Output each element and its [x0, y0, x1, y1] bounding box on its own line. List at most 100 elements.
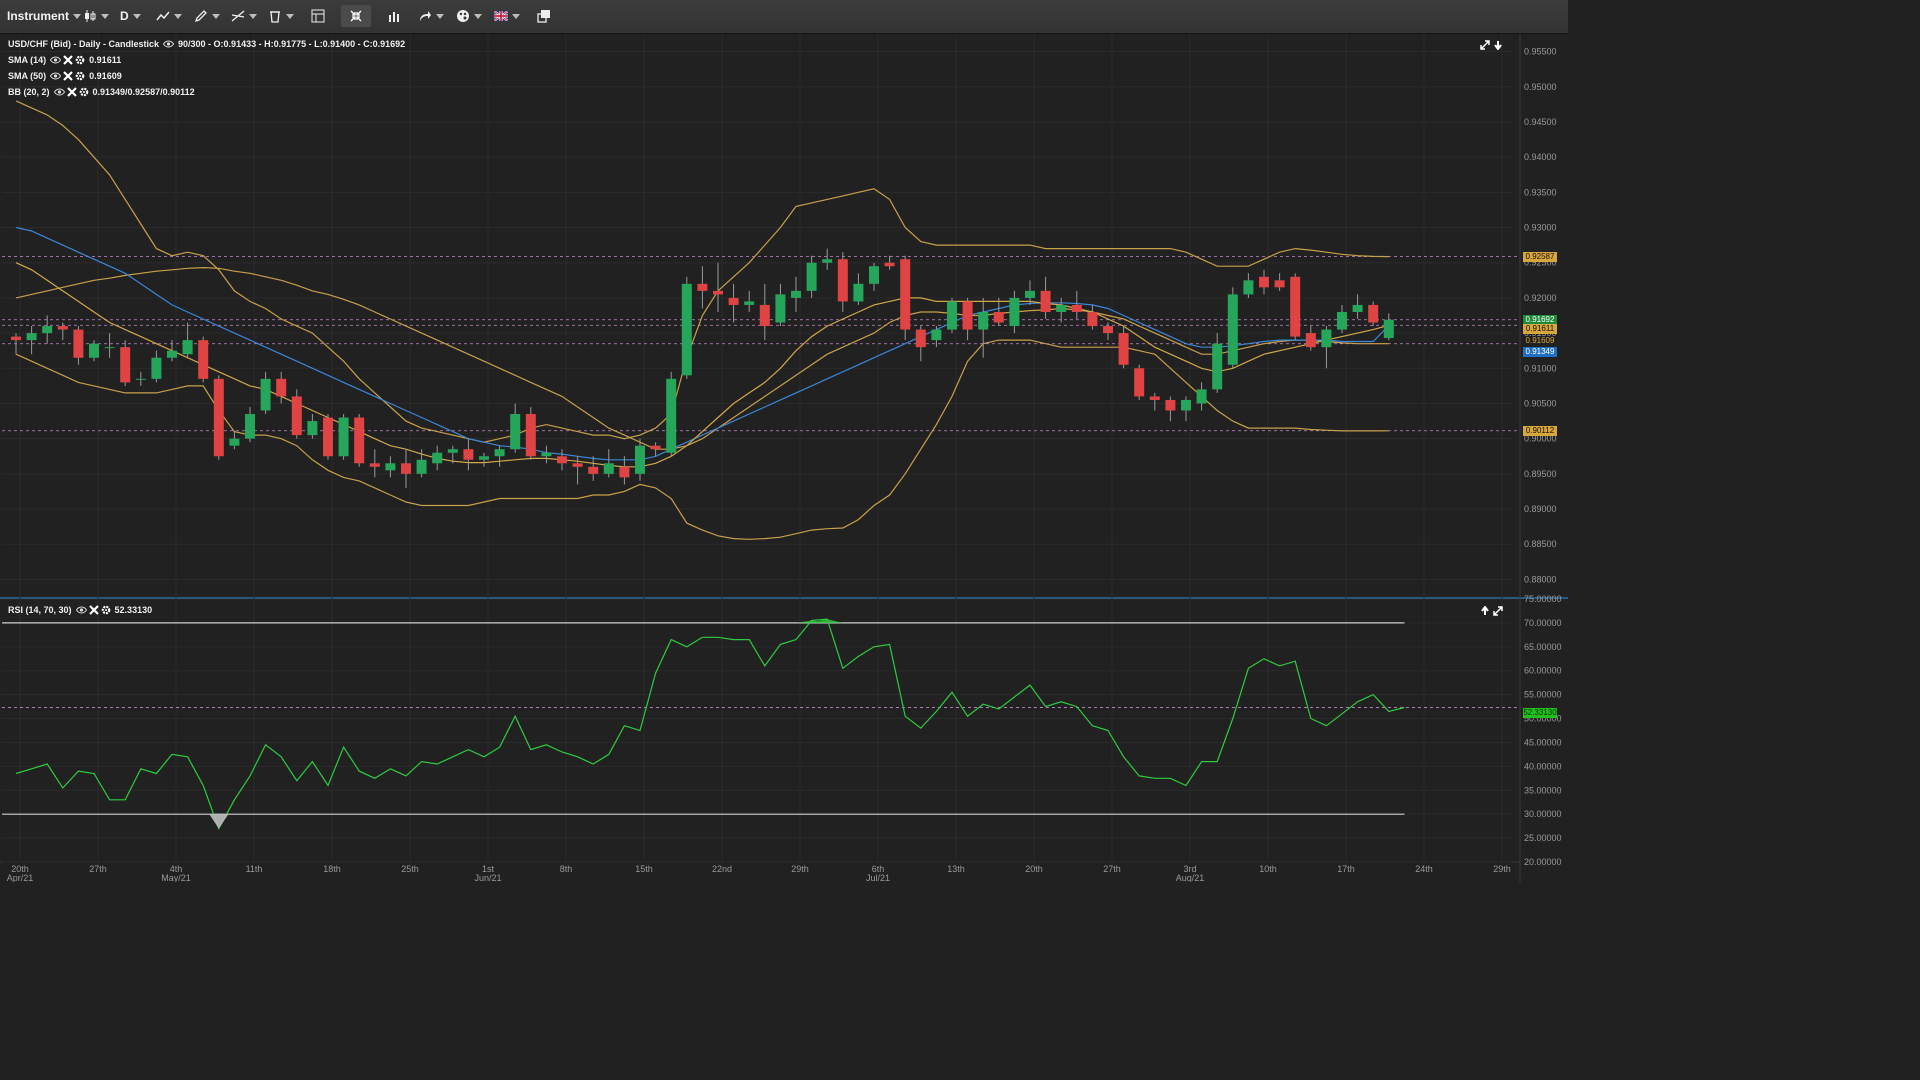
candle-body: [837, 259, 848, 302]
candle-body: [276, 378, 287, 397]
candle-body: [1181, 399, 1191, 411]
candle-body: [26, 333, 37, 341]
delete-tools-dropdown[interactable]: [268, 5, 294, 27]
collapse-arrows-icon: [350, 10, 362, 22]
rsi-legend-title: RSI (14, 70, 30): [8, 605, 72, 615]
candle-body: [11, 336, 21, 341]
month-tick-label: Apr/21: [7, 873, 34, 882]
eye-icon[interactable]: [50, 72, 62, 80]
date-tick-label: 6th: [872, 864, 885, 874]
price-tick-label: 0.94500: [1524, 117, 1557, 127]
candle-body: [1259, 276, 1269, 288]
gear-icon[interactable]: [75, 55, 85, 65]
detach-window-icon: [537, 10, 550, 23]
sma50-line: [15, 226, 1390, 461]
price-tick-label: 0.89000: [1524, 504, 1557, 514]
share-arrow-icon: [420, 11, 431, 21]
candle-body: [1118, 333, 1129, 365]
eye-icon[interactable]: [50, 56, 62, 64]
fit-chart-button[interactable]: [341, 5, 371, 27]
chevron-down-icon: [101, 13, 109, 19]
eye-icon[interactable]: [53, 88, 65, 96]
bb-middle-price-tag: 0.91349: [1523, 347, 1557, 357]
close-icon[interactable]: [88, 605, 99, 615]
candle-body: [1368, 304, 1379, 323]
sma14-legend-value: 0.91611: [89, 55, 122, 65]
candle-body: [1305, 333, 1316, 348]
candle-body: [915, 329, 926, 348]
candle-body: [479, 456, 489, 460]
candle-body: [525, 414, 536, 457]
close-icon[interactable]: [63, 71, 73, 81]
gear-icon[interactable]: [101, 605, 111, 615]
candle-body: [681, 283, 692, 376]
candle-body: [229, 438, 240, 446]
close-icon[interactable]: [66, 87, 77, 97]
indicators-dropdown[interactable]: [156, 5, 182, 27]
rsi-tick-label: 55.00000: [1524, 690, 1562, 700]
grid-lines: [0, 34, 1568, 882]
candle-body: [151, 357, 162, 379]
bb-legend-value: 0.91349/0.92587/0.90112: [92, 87, 195, 97]
eye-icon[interactable]: [163, 40, 175, 48]
candle-body: [416, 459, 427, 474]
share-dropdown[interactable]: [418, 5, 444, 27]
gear-icon[interactable]: [79, 87, 89, 97]
theme-dropdown[interactable]: [456, 5, 482, 27]
instrument-label: Instrument: [7, 9, 70, 23]
detach-window-button[interactable]: [537, 5, 551, 27]
candle-body: [759, 304, 770, 327]
trendline-icon: [231, 10, 245, 22]
chart-type-dropdown[interactable]: [83, 5, 109, 27]
candle-body: [198, 340, 209, 379]
candle-body: [603, 463, 614, 474]
move-pane-down-icon[interactable]: [1493, 40, 1503, 50]
candle-body: [1352, 304, 1363, 312]
instrument-dropdown[interactable]: Instrument: [7, 5, 82, 27]
language-dropdown[interactable]: [494, 5, 520, 27]
candle-body: [572, 463, 583, 467]
layout-icon: [311, 9, 325, 23]
candle-body: [1040, 290, 1051, 312]
rsi-series: [15, 618, 1405, 830]
volume-button[interactable]: [387, 5, 401, 27]
candle-body: [401, 463, 411, 474]
candle-body: [557, 456, 567, 464]
close-icon[interactable]: [63, 55, 73, 65]
price-tick-label: 0.94000: [1524, 152, 1557, 162]
trendline-tools-dropdown[interactable]: [231, 5, 257, 27]
uk-flag-icon: [494, 11, 508, 21]
date-tick-label: 8th: [560, 864, 573, 874]
candle-body: [947, 301, 957, 330]
rsi-tick-label: 20.00000: [1524, 857, 1562, 867]
maximize-pane-icon[interactable]: [1480, 40, 1490, 50]
gear-icon[interactable]: [75, 71, 85, 81]
price-tick-label: 0.89500: [1524, 469, 1557, 479]
bb-upper-price-tag: 0.92587: [1523, 251, 1557, 262]
close-price-tag: 0.91692: [1523, 314, 1557, 325]
candle-body: [354, 417, 365, 464]
candle-body: [541, 452, 552, 457]
date-tick-label: 20th: [1025, 864, 1043, 874]
layout-button[interactable]: [311, 5, 325, 27]
eye-icon[interactable]: [75, 606, 87, 614]
price-tick-label: 0.90000: [1524, 434, 1557, 444]
chevron-down-icon: [474, 13, 482, 19]
candle-body: [213, 378, 224, 457]
rsi-pane-bg: [0, 599, 1568, 862]
price-tick-label: 0.93000: [1524, 223, 1557, 233]
rsi-tick-label: 25.00000: [1524, 833, 1562, 843]
candle-body: [666, 378, 677, 453]
candle-body: [853, 283, 864, 302]
chart-canvas[interactable]: 0.95500 0.95000 0.94500 0.94000 0.93500 0.930…: [0, 34, 1568, 882]
maximize-pane-icon[interactable]: [1493, 606, 1503, 616]
move-pane-up-icon[interactable]: [1480, 606, 1490, 616]
month-tick-label: May/21: [161, 873, 191, 882]
date-tick-label: 1st: [482, 864, 495, 874]
chevron-down-icon: [174, 13, 182, 19]
period-dropdown[interactable]: D: [120, 5, 141, 27]
rsi-value-tag: 52.33130: [1523, 708, 1557, 718]
chart-axes: 0.95500 0.95000 0.94500 0.94000 0.93500 0.930…: [7, 47, 1562, 882]
drawing-tools-dropdown[interactable]: [194, 5, 220, 27]
candle-body: [728, 297, 739, 305]
